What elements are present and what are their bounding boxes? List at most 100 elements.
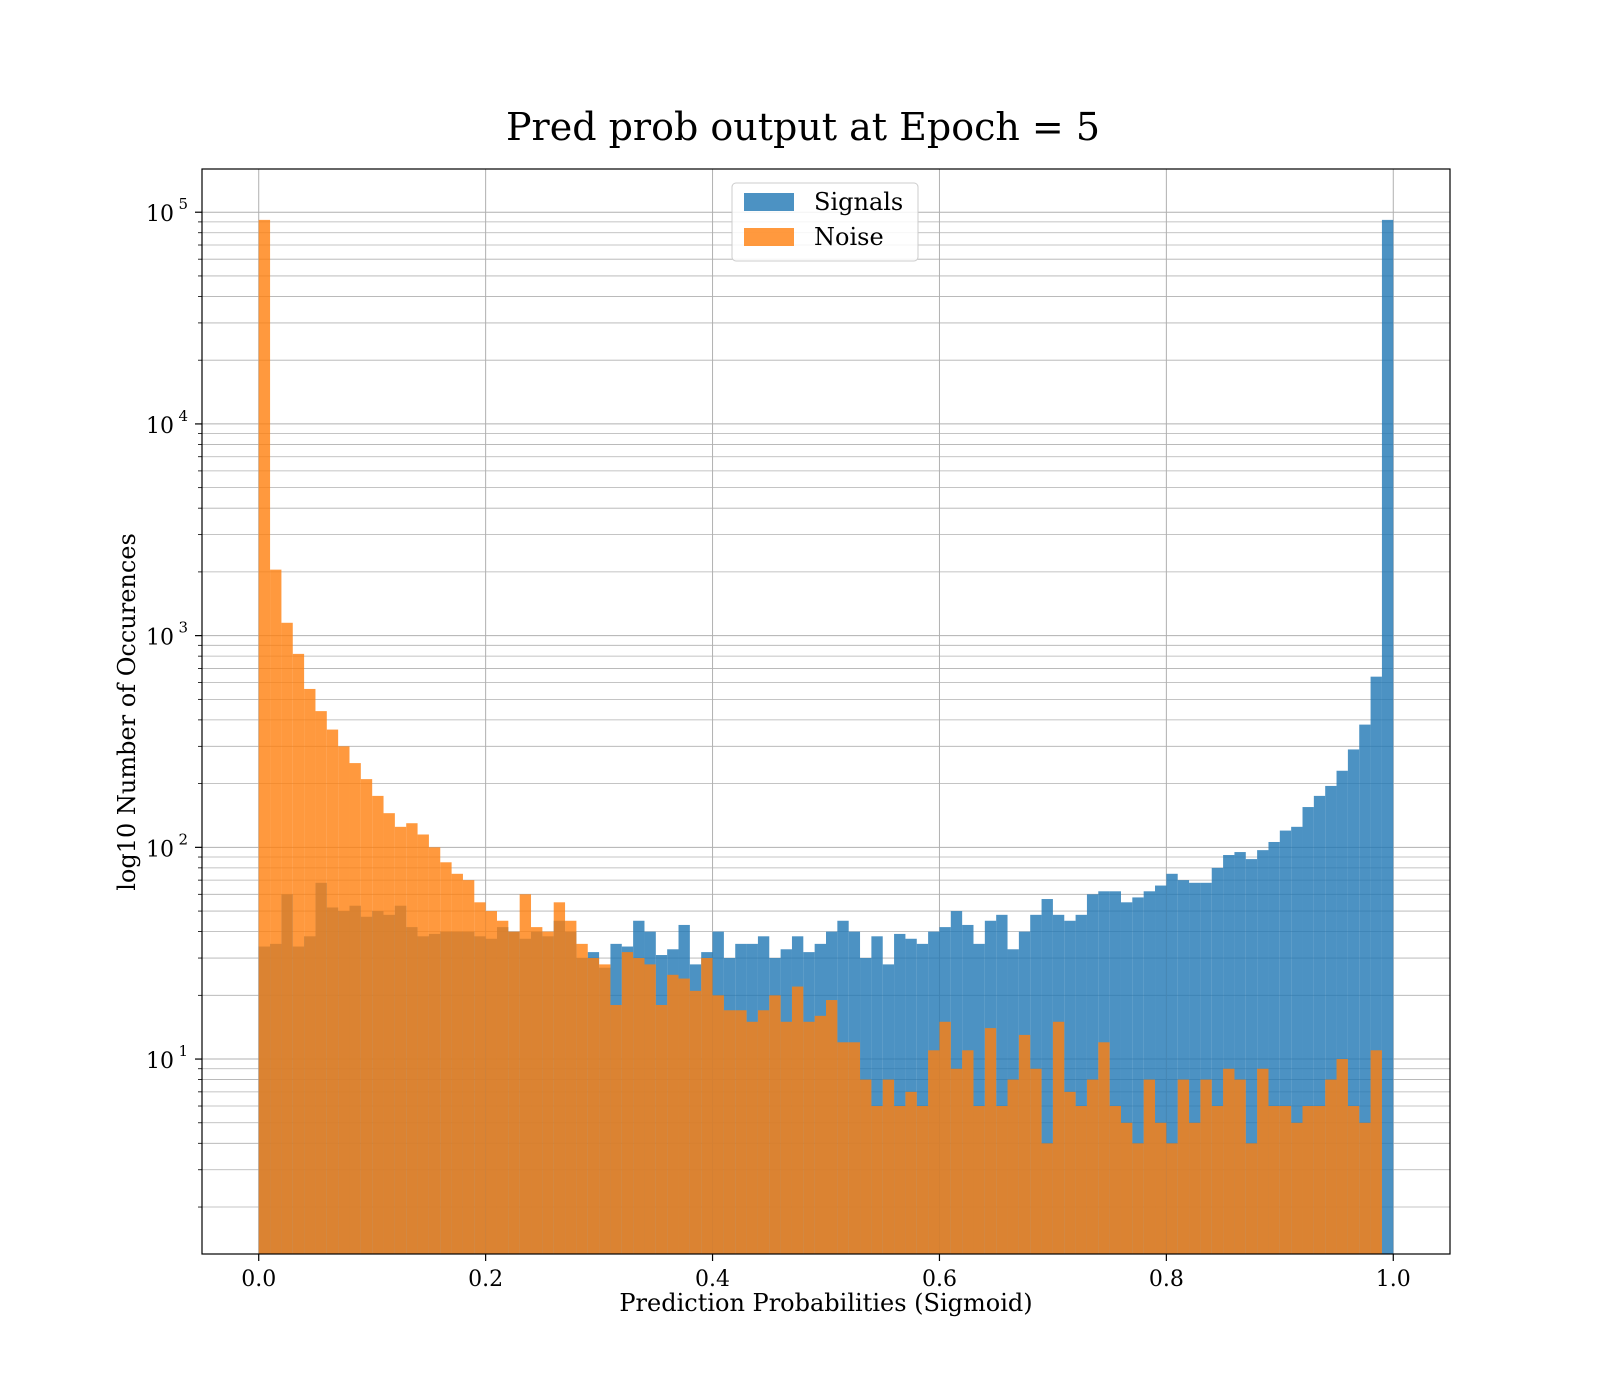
- bar-noise-39: [701, 958, 713, 1254]
- bar-noise-44: [757, 1010, 770, 1254]
- bar-noise-42: [735, 1010, 747, 1254]
- bar-noise-52: [848, 1042, 861, 1254]
- bar-noise-76: [1120, 1122, 1133, 1254]
- bar-signals-86: [1234, 852, 1246, 1254]
- bar-noise-98: [1370, 1050, 1382, 1254]
- bar-noise-60: [939, 1021, 951, 1254]
- bar-noise-40: [712, 995, 724, 1254]
- bar-signals-73: [1086, 894, 1099, 1254]
- chart-title: Pred prob output at Epoch = 5: [506, 105, 1100, 149]
- bar-noise-20: [485, 911, 497, 1254]
- bar-signals-81: [1177, 880, 1190, 1254]
- y-tick-exponent: 5: [178, 195, 188, 213]
- bar-signals-96: [1347, 749, 1360, 1254]
- bar-noise-5: [315, 711, 327, 1254]
- bar-signals-95: [1336, 770, 1348, 1254]
- bar-signals-82: [1189, 882, 1201, 1254]
- bar-noise-70: [1052, 1021, 1065, 1254]
- bar-signals-72: [1075, 914, 1087, 1254]
- bar-signals-85: [1223, 855, 1235, 1254]
- bar-signals-90: [1279, 830, 1292, 1254]
- bar-noise-96: [1347, 1106, 1360, 1254]
- bar-noise-93: [1313, 1106, 1326, 1254]
- bar-signals-92: [1302, 807, 1314, 1254]
- bar-noise-43: [746, 1021, 758, 1254]
- bar-noise-54: [871, 1106, 883, 1254]
- bar-noise-31: [610, 1005, 622, 1254]
- bar-noise-85: [1223, 1068, 1235, 1254]
- bar-noise-55: [882, 1079, 895, 1254]
- bar-noise-68: [1030, 1068, 1042, 1254]
- x-tick-label: 0.0: [241, 1267, 276, 1292]
- bar-noise-62: [962, 1050, 974, 1254]
- bar-noise-75: [1109, 1106, 1121, 1254]
- bar-noise-78: [1143, 1079, 1156, 1254]
- bar-noise-16: [440, 862, 452, 1254]
- y-tick-label: 10: [146, 202, 174, 227]
- bar-signals-71: [1064, 920, 1076, 1254]
- bar-noise-90: [1279, 1106, 1292, 1254]
- y-tick-label: 10: [146, 626, 174, 651]
- bar-noise-1: [270, 569, 282, 1254]
- bar-noise-19: [474, 902, 486, 1254]
- bar-noise-65: [996, 1106, 1008, 1254]
- bar-noise-97: [1359, 1122, 1371, 1254]
- bar-signals-98: [1370, 676, 1382, 1254]
- bar-noise-30: [599, 964, 611, 1254]
- bar-noise-17: [451, 873, 463, 1254]
- bar-signals-91: [1291, 826, 1303, 1254]
- y-tick-exponent: 4: [178, 407, 188, 425]
- bar-noise-3: [292, 653, 305, 1254]
- bar-noise-47: [791, 986, 804, 1254]
- bar-noise-58: [916, 1106, 929, 1254]
- bar-noise-87: [1245, 1143, 1258, 1254]
- bar-noise-41: [723, 1010, 736, 1254]
- bar-noise-14: [417, 834, 429, 1254]
- bar-signals-75: [1109, 891, 1121, 1254]
- bar-signals-97: [1359, 724, 1371, 1254]
- bar-noise-7: [338, 746, 350, 1254]
- bar-noise-32: [621, 952, 634, 1254]
- bar-noise-64: [984, 1028, 997, 1254]
- legend: Signals Noise: [731, 182, 919, 262]
- bar-noise-95: [1336, 1059, 1348, 1254]
- bar-noise-72: [1075, 1106, 1087, 1254]
- bar-noise-11: [383, 813, 395, 1254]
- bar-noise-71: [1064, 1091, 1076, 1254]
- bar-noise-2: [281, 622, 293, 1254]
- bar-noise-23: [519, 894, 532, 1254]
- plot-area: [201, 168, 1451, 1255]
- bar-noise-94: [1325, 1079, 1337, 1254]
- bar-noise-81: [1177, 1079, 1190, 1254]
- y-tick-label: 10: [146, 837, 174, 862]
- y-tick-label: 10: [146, 1049, 174, 1074]
- bar-noise-74: [1098, 1042, 1110, 1254]
- x-tick-label: 0.4: [695, 1267, 730, 1292]
- bar-noise-10: [372, 795, 384, 1254]
- bar-signals-69: [1041, 899, 1053, 1254]
- x-tick-label: 0.8: [1149, 1267, 1184, 1292]
- bar-noise-15: [428, 847, 441, 1254]
- y-axis-label: log10 Number of Occurences: [113, 533, 141, 891]
- y-tick-exponent: 3: [178, 619, 188, 637]
- bar-signals-88: [1257, 850, 1269, 1254]
- x-axis-label: Prediction Probabilities (Sigmoid): [619, 1289, 1032, 1317]
- bar-noise-22: [508, 931, 520, 1254]
- bar-signals-80: [1166, 873, 1178, 1254]
- bar-noise-12: [394, 826, 407, 1254]
- bar-signals-93: [1313, 795, 1326, 1254]
- bar-noise-34: [644, 964, 656, 1254]
- bar-noise-6: [326, 729, 339, 1254]
- bar-noise-49: [814, 1015, 826, 1254]
- bar-noise-61: [950, 1068, 963, 1254]
- x-tick-label: 1.0: [1376, 1267, 1411, 1292]
- bar-signals-54: [871, 936, 883, 1254]
- bar-noise-38: [689, 990, 702, 1254]
- x-tick-label: 0.2: [468, 1267, 503, 1292]
- bar-noise-91: [1291, 1122, 1303, 1254]
- bar-noise-57: [905, 1091, 917, 1254]
- bar-noise-8: [349, 763, 361, 1254]
- bar-signals-79: [1155, 885, 1167, 1254]
